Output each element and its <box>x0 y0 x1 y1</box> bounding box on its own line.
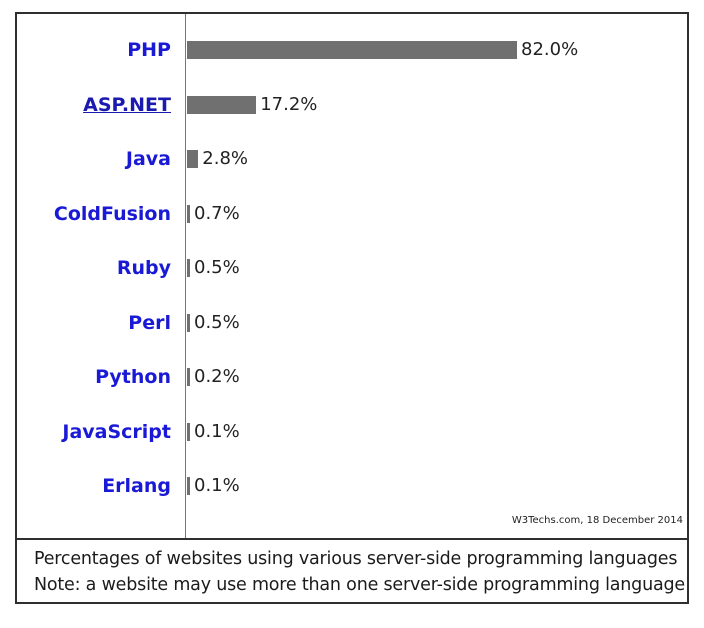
category-label: Python <box>95 366 171 388</box>
bar-row: Python 0.2% <box>17 359 687 399</box>
bar-row: Erlang 0.1% <box>17 468 687 508</box>
caption-line-1: Percentages of websites using various se… <box>34 549 678 569</box>
caption-line-2: Note: a website may use more than one se… <box>34 575 685 595</box>
category-label: PHP <box>127 39 171 61</box>
bar <box>187 95 257 114</box>
bar-row: Java 2.8% <box>17 141 687 181</box>
bar <box>187 368 190 386</box>
chart-frame: W3Techs.com, 18 December 2014 PHP 82.0% AS… <box>15 12 689 604</box>
bar-row: Perl 0.5% <box>17 305 687 345</box>
category-label: Ruby <box>116 257 171 279</box>
value-label: 0.5% <box>194 257 240 278</box>
value-label: 82.0% <box>521 39 579 60</box>
category-label: JavaScript <box>62 420 171 443</box>
value-label: 0.1% <box>194 475 240 496</box>
bar <box>187 259 190 277</box>
bar-row: Ruby 0.5% <box>17 250 687 290</box>
value-label: 0.1% <box>194 420 240 442</box>
value-label: 0.7% <box>194 202 240 224</box>
bar-row: PHP 82.0% <box>17 32 687 72</box>
bar <box>187 41 517 59</box>
source-credit: W3Techs.com, 18 December 2014 <box>511 515 683 526</box>
y-axis-line <box>185 14 186 538</box>
category-label: Java <box>125 148 171 170</box>
bar <box>187 422 190 441</box>
chart-caption: Percentages of websites using various se… <box>17 538 687 602</box>
value-label: 0.5% <box>194 311 240 333</box>
bar <box>187 477 190 495</box>
value-label: 2.8% <box>202 148 248 169</box>
bar-row: ColdFusion 0.7% <box>17 196 687 236</box>
category-link[interactable]: ASP.NET <box>83 93 171 116</box>
bar-row: ASP.NET 17.2% <box>17 87 687 127</box>
bar <box>187 313 190 332</box>
value-label: 0.2% <box>194 366 240 387</box>
category-label: Perl <box>128 311 171 334</box>
value-label: 17.2% <box>260 93 318 115</box>
category-label: Erlang <box>102 475 171 497</box>
chart-plot-area: W3Techs.com, 18 December 2014 PHP 82.0% AS… <box>17 14 687 538</box>
category-label: ColdFusion <box>53 202 171 225</box>
bar <box>187 150 199 168</box>
bar-row: JavaScript 0.1% <box>17 414 687 454</box>
bar <box>187 204 190 223</box>
